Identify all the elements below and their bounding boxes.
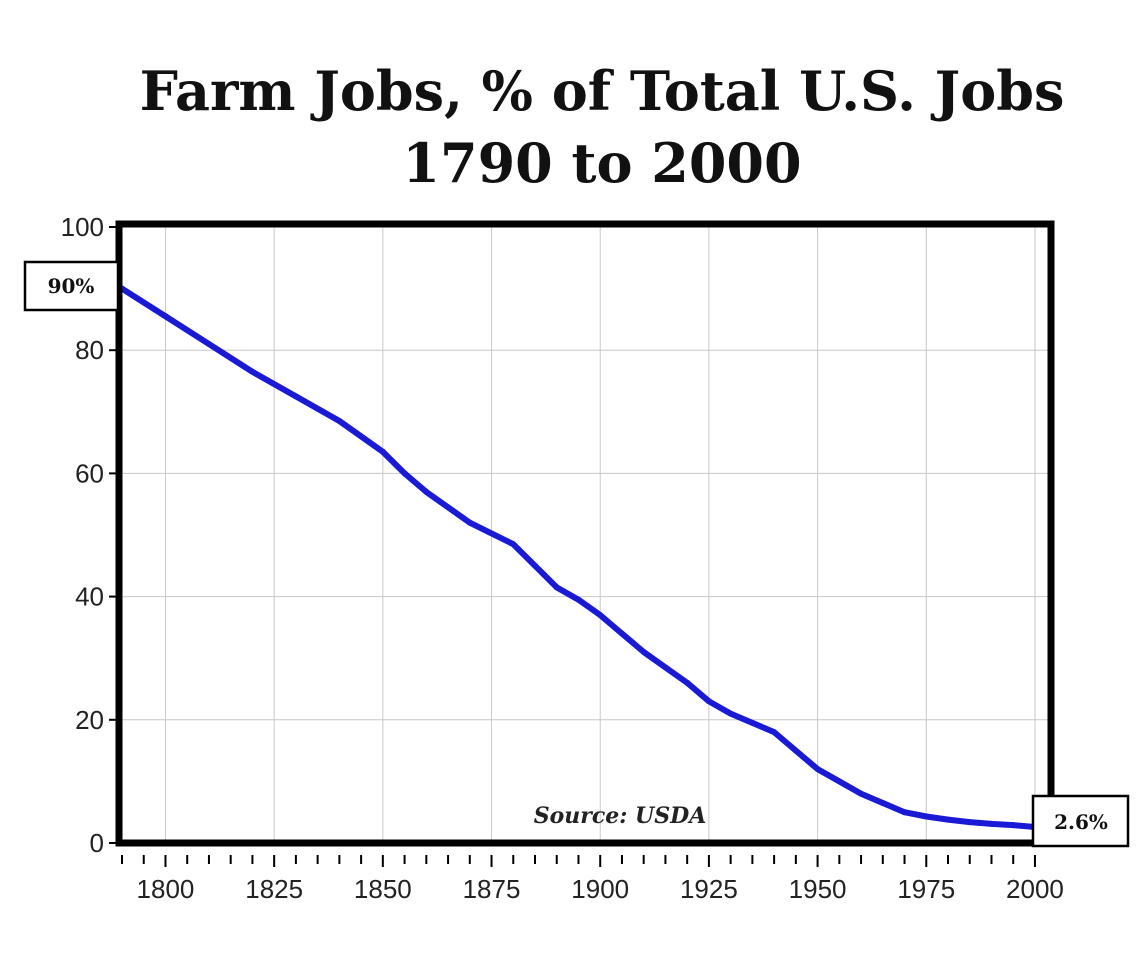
- series-point: [945, 816, 951, 823]
- plot-frame: [115, 220, 1055, 847]
- series-point: [292, 393, 299, 400]
- series-point: [640, 649, 647, 655]
- y-tick-label: 0: [90, 828, 104, 858]
- start-callout-label: 90%: [48, 274, 95, 298]
- series-point: [662, 664, 669, 671]
- series-point: [771, 729, 778, 736]
- chart-title-line1: Farm Jobs, % of Total U.S. Jobs: [140, 59, 1065, 123]
- series-point: [684, 679, 691, 686]
- series-line: [119, 285, 1038, 830]
- source-note: Source: USDA: [534, 803, 707, 829]
- series-point: [749, 719, 756, 726]
- series-point: [205, 341, 212, 347]
- series-point: [879, 800, 886, 806]
- series-layer: [119, 285, 1038, 830]
- x-tick-label: 2000: [1006, 874, 1064, 904]
- series-point: [162, 313, 169, 320]
- series-point: [727, 710, 734, 717]
- grid: [122, 227, 1048, 843]
- series-point: [836, 778, 843, 785]
- x-tick-label: 1875: [463, 874, 521, 904]
- series-point: [466, 519, 473, 526]
- y-tick-label: 60: [75, 458, 104, 488]
- series-point: [532, 562, 538, 569]
- x-tick-label: 1850: [354, 874, 412, 904]
- end-callout: 2.6%: [1031, 794, 1130, 848]
- series-point: [597, 612, 604, 619]
- series-point: [1010, 822, 1017, 829]
- chart-title-line2: 1790 to 2000: [402, 131, 801, 195]
- series-point: [901, 809, 908, 816]
- axis-ticks: 0 20 40 60 80 100 1800 1825 1850 1875 1900 1925 1950…: [61, 212, 1064, 904]
- y-tick-label: 100: [61, 212, 104, 242]
- series-point: [792, 747, 799, 754]
- end-callout-label: 2.6%: [1054, 810, 1108, 834]
- x-tick-label: 1825: [245, 874, 303, 904]
- x-tick-label: 1950: [789, 874, 847, 904]
- series-point: [510, 541, 517, 548]
- series-point: [553, 584, 560, 591]
- x-tick-label: 1900: [571, 874, 629, 904]
- start-callout: 90%: [23, 260, 120, 312]
- series-point: [988, 820, 995, 827]
- y-tick-label: 80: [75, 335, 104, 365]
- start-callout-box: [23, 260, 120, 312]
- series-point: [401, 470, 408, 477]
- series-point: [336, 418, 343, 424]
- series-point: [423, 488, 430, 495]
- series-point: [814, 766, 821, 773]
- series-point: [923, 813, 930, 820]
- series-point: [705, 698, 712, 705]
- series-point: [619, 630, 625, 637]
- series-point: [379, 448, 386, 455]
- series-point: [858, 790, 865, 797]
- series-point: [966, 819, 973, 826]
- y-tick-label: 40: [75, 582, 104, 612]
- series-point: [575, 596, 582, 603]
- series-point: [249, 368, 256, 375]
- x-tick-label: 1800: [137, 874, 195, 904]
- y-tick-label: 20: [75, 705, 104, 735]
- x-tick-label: 1975: [897, 874, 955, 904]
- end-callout-box: [1031, 794, 1130, 848]
- x-tick-label: 1925: [680, 874, 738, 904]
